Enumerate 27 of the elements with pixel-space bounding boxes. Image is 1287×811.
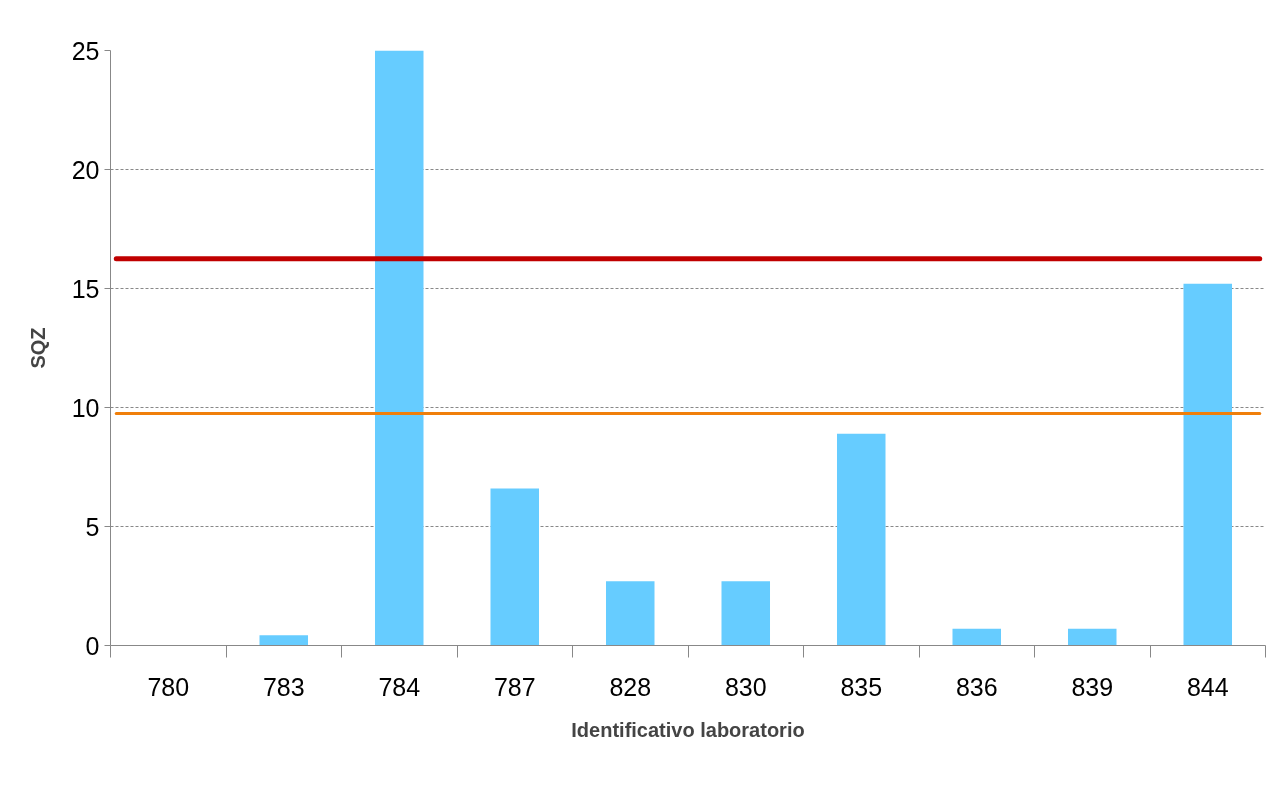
x-tick-label: 839 <box>1071 672 1114 701</box>
x-tick-label: 830 <box>724 672 767 701</box>
bar <box>605 581 655 646</box>
bar <box>836 433 886 646</box>
y-tick-label: 10 <box>71 393 100 422</box>
bar <box>259 635 309 646</box>
y-axis-title: SQZ <box>26 327 49 369</box>
x-tick-label: 844 <box>1186 672 1229 701</box>
x-tick-label: 783 <box>262 672 305 701</box>
bar <box>952 628 1002 646</box>
x-axis-title: Identificativo laboratorio <box>571 718 805 741</box>
y-tick-label: 0 <box>85 631 100 660</box>
bar <box>490 488 540 646</box>
x-tick-label: 836 <box>955 672 998 701</box>
y-tick-label: 5 <box>85 512 100 541</box>
x-tick-label: 787 <box>493 672 536 701</box>
bar <box>374 50 424 646</box>
x-tick-label: 780 <box>147 672 190 701</box>
x-tick-label: 828 <box>609 672 652 701</box>
y-tick-label: 20 <box>71 155 100 184</box>
y-tick-label: 15 <box>71 274 100 303</box>
x-tick-label: 784 <box>378 672 421 701</box>
bar <box>1067 628 1117 646</box>
y-tick-label: 25 <box>71 36 100 65</box>
bar <box>1183 283 1233 646</box>
bar <box>721 581 771 646</box>
x-tick-label: 835 <box>840 672 883 701</box>
